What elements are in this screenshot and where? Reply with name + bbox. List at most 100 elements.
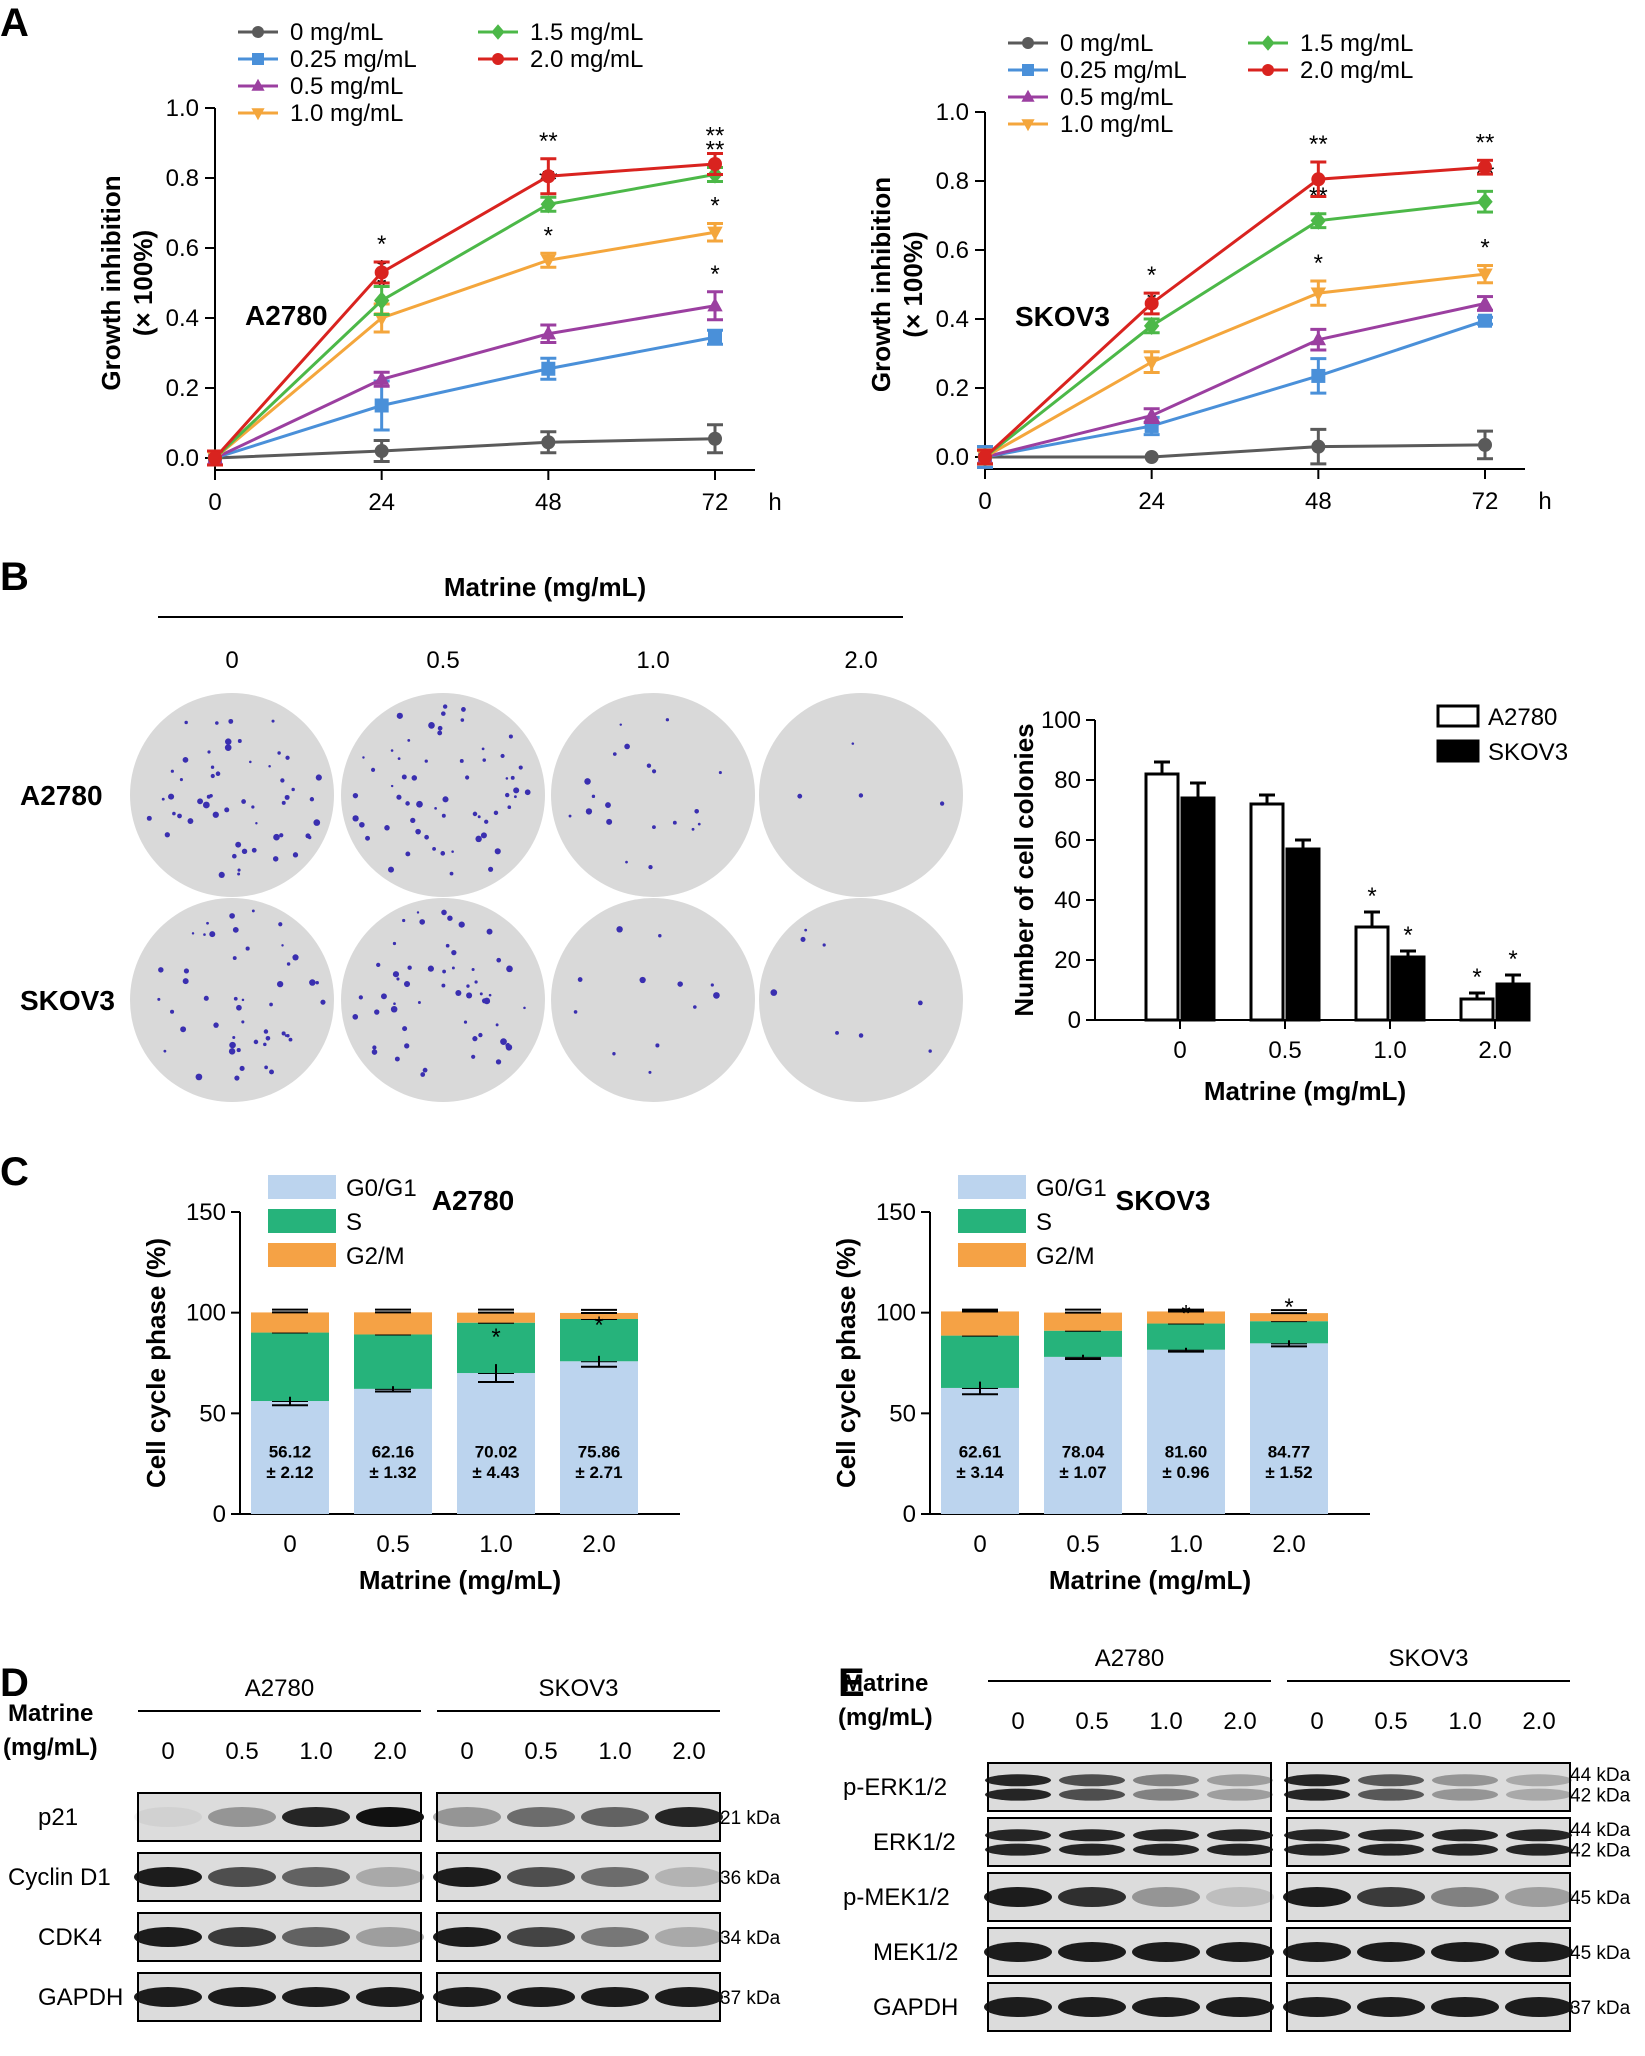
data-point — [208, 451, 222, 465]
data-point — [540, 254, 557, 269]
protein-band — [984, 1942, 1052, 1962]
colony-dot — [404, 1043, 410, 1049]
colony-dot — [265, 1035, 271, 1041]
colony-dot — [472, 1036, 478, 1042]
legend-marker — [1261, 35, 1275, 51]
y-axis-title: Growth inhibition(× 100%) — [96, 175, 158, 390]
colony-dot — [437, 730, 443, 736]
colony-dot — [273, 833, 280, 841]
colony-dot — [427, 965, 434, 972]
colony-dot — [372, 1045, 377, 1050]
colony-dot — [184, 720, 188, 725]
colony-dot — [417, 1001, 421, 1005]
colony-dot — [513, 795, 517, 799]
colony-dot — [655, 1043, 660, 1048]
blot-box — [1286, 1762, 1571, 1812]
protein-band — [1207, 1829, 1273, 1842]
y-tick-label: 150 — [186, 1199, 226, 1226]
protein-band — [1059, 1788, 1125, 1801]
y-tick-label: 60 — [1054, 827, 1081, 854]
data-point — [1477, 192, 1493, 211]
protein-band — [1506, 1829, 1572, 1842]
colony-dot — [800, 936, 806, 942]
matrine-label: Matrine — [843, 1670, 928, 1697]
colony-dot — [292, 852, 299, 858]
bar-error-label: ± 0.96 — [1162, 1463, 1209, 1482]
protein-band — [1283, 1887, 1351, 1907]
x-axis-title: Matrine (mg/mL) — [359, 1565, 561, 1595]
colony-dot — [309, 797, 315, 802]
data-point — [1143, 356, 1160, 371]
colony-dot — [496, 957, 502, 963]
data-point — [1310, 211, 1327, 230]
bar-error-label: ± 1.32 — [369, 1463, 416, 1482]
blot-row-label: GAPDH — [38, 1984, 123, 2011]
bar-segment-g2m — [560, 1312, 638, 1319]
colony-dot — [480, 832, 487, 839]
bar-segment-s — [1147, 1323, 1225, 1350]
x-unit-label: h — [768, 489, 781, 516]
kda-label: 21 kDa — [720, 1808, 781, 1829]
bar-error-label: ± 1.52 — [1265, 1463, 1312, 1482]
y-tick-label: 0.2 — [166, 375, 199, 402]
protein-band — [507, 1867, 575, 1887]
colony-dot — [797, 793, 803, 799]
significance-mark: * — [1508, 946, 1517, 973]
bar-segment-g0g1 — [1250, 1343, 1328, 1514]
colony-dot — [917, 1000, 923, 1006]
protein-band — [356, 1867, 424, 1887]
colony-dot — [584, 778, 591, 785]
significance-mark: ** — [706, 123, 725, 150]
colony-dot — [264, 1065, 268, 1070]
colony-dot — [210, 765, 215, 769]
protein-band — [1284, 1829, 1350, 1842]
blot-box — [1286, 1817, 1571, 1867]
y-axis-title: Cell cycle phase (%) — [831, 1238, 861, 1488]
lane-dose-label: 0 — [1011, 1708, 1024, 1735]
colony-dot — [236, 1048, 241, 1053]
protein-band — [1133, 1843, 1199, 1856]
bar-error-label: ± 1.07 — [1059, 1463, 1106, 1482]
bar-skov3 — [1495, 982, 1531, 1022]
colony-dot — [284, 794, 290, 800]
plate-dose-label: 0.5 — [426, 647, 459, 674]
plate-row-label: A2780 — [20, 780, 103, 811]
colony-dot — [291, 787, 295, 792]
legend-marker — [252, 53, 264, 65]
colony-dot — [245, 946, 250, 951]
colony-dot — [315, 774, 322, 781]
legend-marker — [251, 78, 265, 91]
colony-dot — [407, 738, 411, 742]
colony-dot — [170, 1009, 175, 1014]
protein-band — [282, 1987, 350, 2007]
series-line — [984, 200, 1486, 459]
y-axis-title: Growth inhibition(× 100%) — [866, 177, 928, 392]
protein-band — [655, 1987, 723, 2007]
colony-dot — [376, 962, 381, 967]
colony-dot — [236, 1004, 242, 1011]
data-point — [1143, 316, 1160, 335]
y-axis-title-line: Growth inhibition — [866, 177, 896, 392]
colony-dot — [482, 758, 486, 762]
colony-dot — [237, 739, 242, 743]
colony-dot — [651, 769, 657, 774]
colony-dot — [770, 989, 778, 996]
series-line — [214, 335, 716, 460]
colony-dot — [713, 992, 720, 999]
x-tick-label: 48 — [535, 489, 562, 516]
protein-band — [1058, 1997, 1126, 2017]
protein-band — [433, 1867, 501, 1887]
colony-dot — [163, 1049, 167, 1053]
x-tick-label: 2.0 — [582, 1531, 615, 1558]
protein-band — [433, 1807, 501, 1827]
x-tick-label: 24 — [368, 489, 395, 516]
colony-dot — [390, 1005, 398, 1013]
panel-label-a: A — [0, 1, 29, 45]
significance-mark: * — [594, 1312, 603, 1339]
bar-a2780 — [1354, 925, 1390, 1022]
legend-label: 2.0 mg/mL — [1300, 57, 1413, 84]
data-point — [1477, 268, 1493, 283]
bar-value-label: 84.77 — [1268, 1443, 1311, 1462]
lane-dose-label: 0.5 — [524, 1738, 557, 1765]
protein-band — [282, 1927, 350, 1947]
